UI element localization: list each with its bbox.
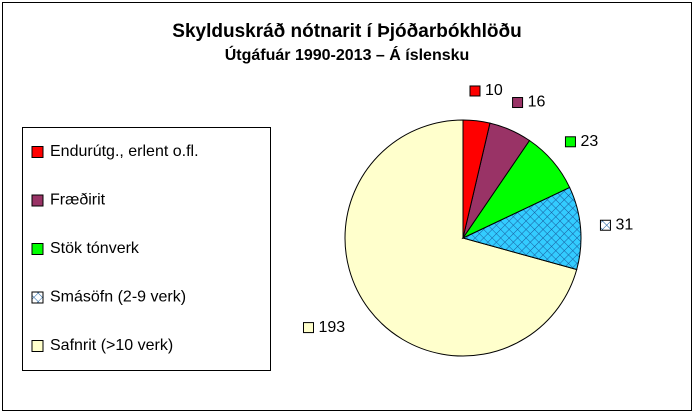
data-label: 10 xyxy=(485,82,503,99)
legend-label: Smásöfn (2-9 verk) xyxy=(50,289,186,306)
data-label: 16 xyxy=(528,94,546,111)
label-swatch xyxy=(599,219,611,231)
legend-label: Safnrit (>10 verk) xyxy=(50,337,173,354)
legend-box xyxy=(22,127,271,371)
chart-subtitle: Útgáfuár 1990-2013 – Á íslensku xyxy=(225,45,470,64)
pie-slice xyxy=(461,186,582,271)
legend-label: Fræðirit xyxy=(50,192,106,209)
label-swatch xyxy=(469,85,481,97)
data-label: 23 xyxy=(580,133,598,150)
label-swatch xyxy=(302,322,314,334)
pie-slice xyxy=(462,119,491,239)
legend-label: Endurútg., erlent o.fl. xyxy=(50,143,199,160)
legend-swatch xyxy=(31,291,44,304)
legend-swatch xyxy=(31,194,44,207)
pie-slice xyxy=(344,119,578,357)
data-label: 193 xyxy=(318,319,345,336)
label-swatch xyxy=(564,136,576,148)
legend-swatch xyxy=(31,146,44,158)
label-swatch xyxy=(512,97,524,109)
legend-swatch xyxy=(31,340,44,352)
legend-label: Stök tónverk xyxy=(50,240,140,257)
legend-swatch xyxy=(31,243,44,255)
data-label: 31 xyxy=(615,216,633,233)
chart-title: Skylduskráð nótnarit í Þjóðarbókhlöðu xyxy=(172,21,521,42)
